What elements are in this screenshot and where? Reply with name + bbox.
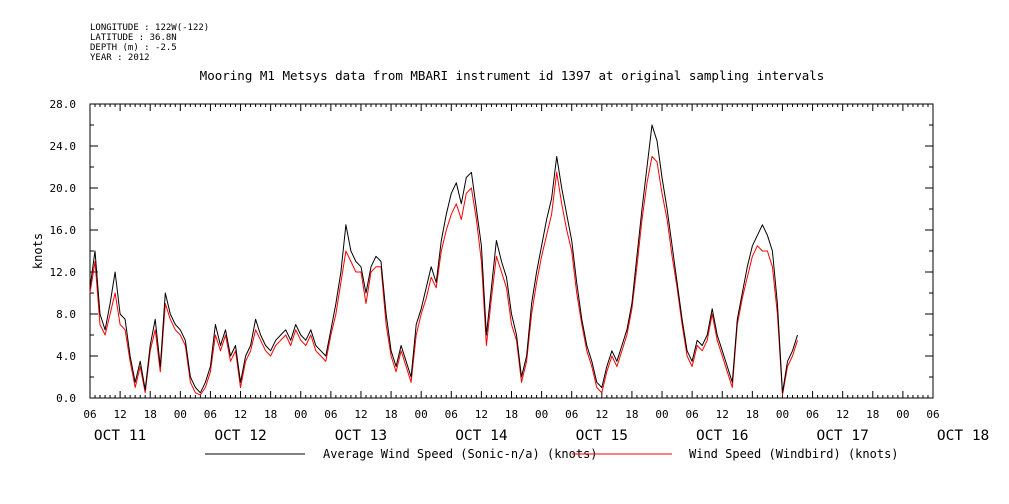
x-hour-label: 06 <box>686 408 699 421</box>
x-hour-label: 06 <box>324 408 337 421</box>
meta-latitude: LATITUDE : 36.8N <box>90 33 177 43</box>
x-hour-label: 00 <box>896 408 909 421</box>
x-hour-label: 06 <box>926 408 939 421</box>
y-tick-label: 0.0 <box>56 392 76 405</box>
legend-label-average-wind-speed: Average Wind Speed (Sonic-n/a) (knots) <box>323 447 598 461</box>
x-hour-label: 12 <box>113 408 126 421</box>
x-day-label: OCT 14 <box>455 428 508 444</box>
x-hour-label: 00 <box>776 408 789 421</box>
x-hour-label: 18 <box>746 408 759 421</box>
x-day-label: OCT 11 <box>94 428 146 444</box>
x-day-label: OCT 15 <box>576 428 628 444</box>
chart-title: Mooring M1 Metsys data from MBARI instru… <box>200 68 825 83</box>
y-tick-label: 8.0 <box>56 308 76 321</box>
x-hour-label: 06 <box>445 408 458 421</box>
meta-year: YEAR : 2012 <box>90 53 150 63</box>
x-hour-label: 12 <box>234 408 247 421</box>
x-hour-label: 00 <box>174 408 187 421</box>
x-hour-label: 06 <box>806 408 819 421</box>
x-hour-label: 06 <box>83 408 96 421</box>
x-hour-label: 18 <box>505 408 518 421</box>
x-hour-label: 00 <box>294 408 307 421</box>
x-hour-label: 18 <box>625 408 638 421</box>
x-hour-label: 18 <box>144 408 157 421</box>
plot-frame <box>89 103 934 399</box>
metadata-block: LONGITUDE : 122W(-122) LATITUDE : 36.8N … <box>90 23 209 63</box>
meta-depth: DEPTH (m) : -2.5 <box>90 43 177 53</box>
x-day-label: OCT 16 <box>696 428 748 444</box>
x-day-label: OCT 13 <box>335 428 387 444</box>
series-line-windbird <box>89 156 798 396</box>
x-hour-label: 12 <box>836 408 849 421</box>
series-line-average-wind-speed <box>89 124 798 394</box>
x-day-label: OCT 12 <box>214 428 266 444</box>
x-day-label: OCT 17 <box>816 428 868 444</box>
x-hour-label: 00 <box>655 408 668 421</box>
y-tick-label: 4.0 <box>56 350 76 363</box>
y-tick-label: 16.0 <box>50 224 77 237</box>
y-tick-label: 20.0 <box>50 182 77 195</box>
x-hour-label: 18 <box>264 408 277 421</box>
x-hour-label: 18 <box>384 408 397 421</box>
x-hour-label: 12 <box>595 408 608 421</box>
y-axis-label: knots <box>31 233 45 269</box>
y-tick-label: 24.0 <box>50 140 77 153</box>
x-day-label: OCT 18 <box>937 428 989 444</box>
x-hour-label: 00 <box>415 408 428 421</box>
meta-longitude: LONGITUDE : 122W(-122) <box>90 23 209 33</box>
x-hour-label: 00 <box>535 408 548 421</box>
x-hour-label: 12 <box>354 408 367 421</box>
x-hour-label: 12 <box>475 408 488 421</box>
x-hour-label: 12 <box>716 408 729 421</box>
legend-label-windbird: Wind Speed (Windbird) (knots) <box>689 447 899 461</box>
legend: Average Wind Speed (Sonic-n/a) (knots) W… <box>205 447 899 461</box>
series-layer <box>89 124 798 396</box>
x-hour-label: 18 <box>866 408 879 421</box>
y-tick-label: 12.0 <box>50 266 77 279</box>
y-axis: 0.0 4.0 8.0 12.0 16.0 20.0 24.0 28.0 <box>50 98 933 405</box>
y-tick-label: 28.0 <box>50 98 77 111</box>
x-hour-label: 06 <box>565 408 578 421</box>
x-axis: 06 12 18 00 06 12 18 00 06 12 18 00 06 12 18 00 06 12 18 00… <box>83 104 989 444</box>
x-hour-label: 06 <box>204 408 217 421</box>
